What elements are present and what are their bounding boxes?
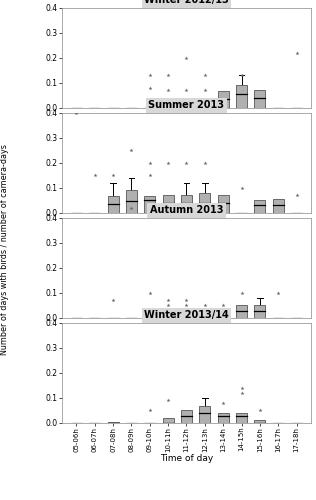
Text: Number of days with birds / number of camera-days: Number of days with birds / number of ca… [0,144,9,356]
Bar [181,410,192,422]
Bar [199,192,210,212]
Bar [162,418,173,422]
Bar [273,198,284,212]
Bar [254,90,265,108]
Bar [218,412,229,422]
Bar [254,200,265,212]
Bar [144,196,155,212]
Bar [144,308,155,318]
Bar [218,195,229,212]
Bar [236,412,247,422]
Bar [107,196,118,212]
Title: Autumn 2013: Autumn 2013 [150,206,223,216]
Bar [236,305,247,318]
Title: Winter 2012/13: Winter 2012/13 [144,0,229,6]
X-axis label: Time of day: Time of day [160,454,213,464]
Bar [218,91,229,108]
Title: Winter 2013/14: Winter 2013/14 [144,310,229,320]
Bar [254,420,265,422]
Bar [254,305,265,318]
Bar [181,195,192,212]
Bar [236,85,247,108]
Bar [199,406,210,422]
Title: Summer 2013: Summer 2013 [149,100,224,110]
Bar [162,195,173,212]
Bar [126,190,137,212]
